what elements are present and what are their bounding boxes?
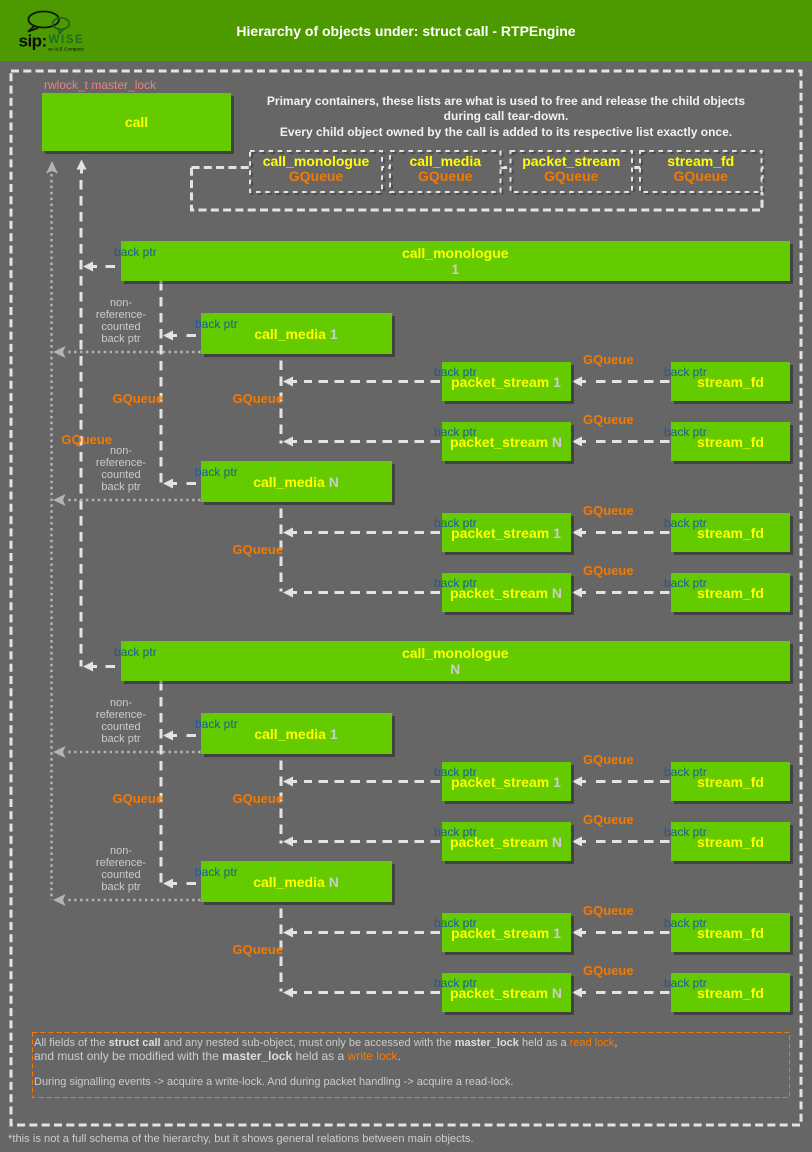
svg-text:WISE: WISE bbox=[49, 34, 85, 46]
svg-text:an ALE Company: an ALE Company bbox=[48, 47, 84, 52]
svg-text:sip:: sip: bbox=[19, 32, 47, 51]
